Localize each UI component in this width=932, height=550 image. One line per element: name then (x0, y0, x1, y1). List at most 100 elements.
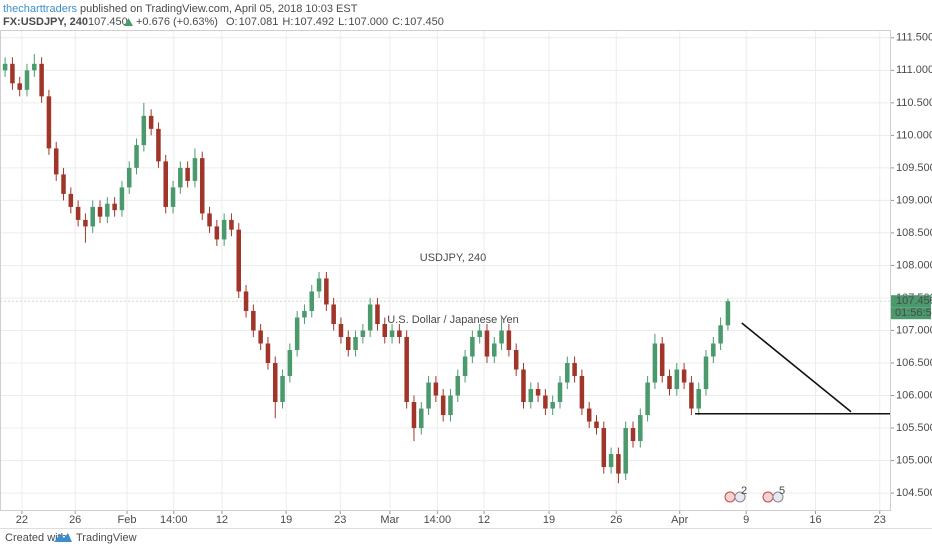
candle (462, 350, 468, 383)
candle (426, 376, 431, 416)
candle-body (280, 376, 285, 403)
candle (24, 63, 30, 97)
candle-body (309, 291, 315, 311)
x-tick-label: 23 (874, 514, 886, 526)
candle-body (353, 336, 358, 350)
y-tick-label: 111.500 (896, 32, 932, 44)
candle (251, 304, 256, 337)
footer-brand[interactable]: TradingView (76, 532, 137, 544)
candle (68, 187, 74, 214)
candle-body (375, 304, 380, 324)
candle-body (711, 343, 716, 357)
candle-body (586, 408, 592, 422)
candle-body (550, 402, 555, 409)
candle-body (148, 115, 154, 129)
candle-body (302, 310, 307, 318)
candle-body (616, 454, 621, 474)
x-tick-label: 26 (69, 514, 81, 526)
candle-body (718, 325, 723, 344)
candle-body (681, 369, 687, 383)
x-tick-label: 19 (543, 514, 555, 526)
candle-body (601, 428, 607, 468)
candle-body (448, 395, 453, 416)
candle-body (178, 167, 183, 188)
candle-body (61, 174, 66, 194)
candle-body (397, 330, 402, 337)
candle-body (236, 229, 242, 292)
candle-body (513, 350, 519, 370)
y-tick-label: 109.000 (896, 194, 932, 206)
ohlc-key: H: (282, 16, 293, 28)
candle (287, 343, 293, 383)
candle-body (229, 219, 234, 230)
candle (645, 376, 650, 422)
y-tick-label: 109.500 (896, 162, 932, 174)
y-tick-label: 105.000 (896, 454, 932, 466)
countdown: 01:56:55 (895, 307, 932, 319)
ohlc-value: 107.081 (239, 16, 279, 28)
candle-body (294, 317, 300, 350)
candle (711, 336, 716, 364)
change: +0.676 (+0.63%) (136, 16, 218, 28)
candle-body (426, 382, 431, 409)
candle-body (265, 343, 271, 364)
candle (484, 323, 490, 364)
candle (375, 297, 380, 331)
candle-body (470, 336, 475, 357)
candle (703, 350, 709, 396)
candle (258, 323, 263, 350)
symbol: FX:USDJPY, 240 (3, 16, 88, 28)
author[interactable]: thecharttraders (3, 3, 77, 15)
candle-body (24, 70, 30, 90)
candle (134, 138, 139, 175)
candle (499, 317, 504, 350)
candle (404, 330, 409, 409)
candle (572, 356, 577, 383)
ohlc-key: O: (226, 16, 238, 28)
trendline (741, 322, 852, 413)
candle-body (703, 356, 709, 390)
candle-body (411, 402, 417, 429)
header-line: thecharttraders published on TradingView.… (3, 3, 358, 15)
candle-body (185, 167, 190, 181)
x-tick-label: Mar (380, 514, 399, 526)
candle-body (638, 415, 643, 442)
ohlc-value: 107.450 (404, 16, 444, 28)
y-tick-label: 108.500 (896, 227, 932, 239)
candle (39, 57, 44, 103)
candle (309, 284, 315, 318)
x-tick-label: Apr (671, 514, 688, 526)
candle (119, 180, 125, 217)
candle (324, 271, 329, 311)
candle-body (199, 158, 205, 214)
candle-body (528, 389, 534, 403)
logo (54, 533, 72, 542)
candle-body (659, 343, 665, 377)
candle-body (90, 206, 95, 227)
candle (97, 200, 103, 224)
candle (681, 363, 687, 390)
candle-body (506, 330, 512, 350)
x-tick-label: 12 (216, 514, 228, 526)
candle-body (440, 395, 446, 416)
candle-body (163, 161, 168, 207)
candle-body (608, 454, 614, 468)
ohlc-value: 107.492 (294, 16, 334, 28)
event-count: 2 (741, 485, 747, 497)
candle-body (243, 291, 249, 311)
candle-body (207, 213, 212, 227)
candle (199, 151, 205, 220)
candle (367, 297, 373, 337)
candle (608, 447, 614, 474)
x-tick-label: Feb (118, 514, 137, 526)
candle (360, 323, 366, 344)
event-icon (762, 491, 774, 503)
x-tick-label: 26 (610, 514, 622, 526)
candle (382, 317, 388, 344)
candle-body (535, 389, 541, 396)
candle (214, 219, 220, 246)
candle (53, 141, 59, 181)
candle-body (433, 382, 439, 396)
y-tick-label: 106.500 (896, 357, 932, 369)
y-tick-label: 105.500 (896, 422, 932, 434)
